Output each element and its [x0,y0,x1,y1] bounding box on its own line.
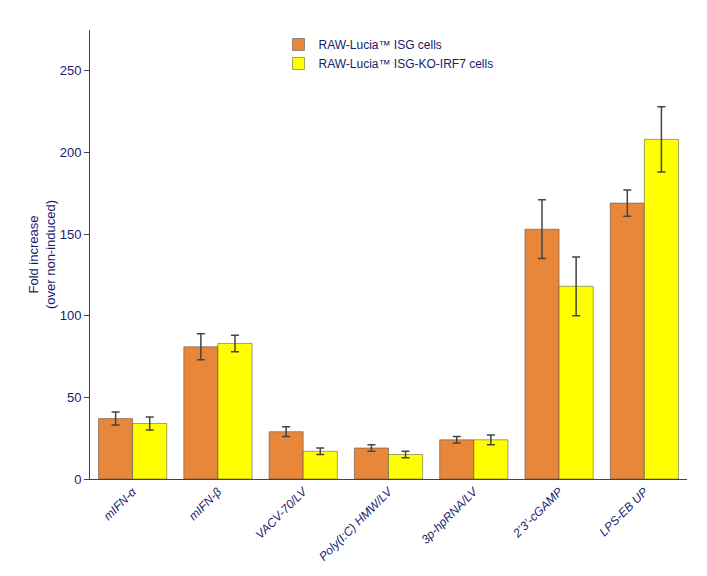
svg-text:2’3’-cGAMP: 2’3’-cGAMP [510,485,566,541]
svg-text:250: 250 [60,63,82,78]
svg-text:150: 150 [60,227,82,242]
svg-text:100: 100 [60,308,82,323]
svg-text:200: 200 [60,145,82,160]
svg-text:RAW-Lucia™ ISG cells: RAW-Lucia™ ISG cells [319,38,442,52]
svg-text:mIFN-α: mIFN-α [101,484,140,523]
svg-text:0: 0 [74,472,81,487]
svg-text:3p-hpRNA/LV: 3p-hpRNA/LV [418,484,480,546]
svg-text:Poly(I:C) HMW/LV: Poly(I:C) HMW/LV [316,484,395,563]
svg-text:RAW-Lucia™ ISG-KO-IRF7 cells: RAW-Lucia™ ISG-KO-IRF7 cells [319,57,494,71]
svg-text:LPS-EB UP: LPS-EB UP [596,485,650,539]
svg-text:Fold increase(over non-induced: Fold increase(over non-induced) [26,200,58,309]
svg-text:50: 50 [67,390,81,405]
svg-text:mIFN-β: mIFN-β [186,485,224,523]
svg-text:VACV-70/LV: VACV-70/LV [253,484,310,541]
